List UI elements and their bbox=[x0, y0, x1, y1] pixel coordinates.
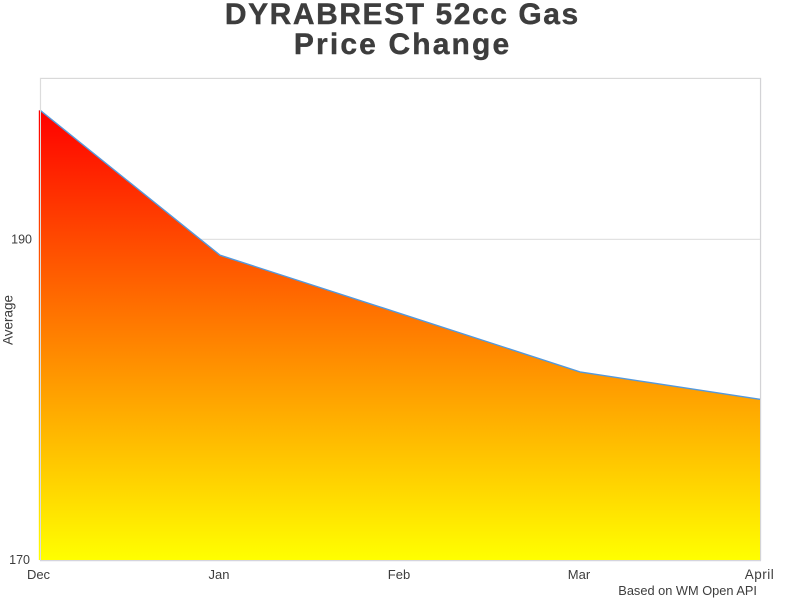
svg-text:April: April bbox=[745, 567, 775, 582]
svg-text:170: 170 bbox=[9, 553, 30, 567]
svg-text:Dec: Dec bbox=[27, 567, 51, 582]
svg-text:Based on WM Open API: Based on WM Open API bbox=[618, 583, 757, 598]
svg-text:Feb: Feb bbox=[388, 567, 410, 582]
svg-text:Mar: Mar bbox=[568, 567, 591, 582]
svg-text:190: 190 bbox=[11, 233, 32, 247]
svg-text:Jan: Jan bbox=[209, 567, 230, 582]
svg-text:Average: Average bbox=[1, 295, 16, 345]
